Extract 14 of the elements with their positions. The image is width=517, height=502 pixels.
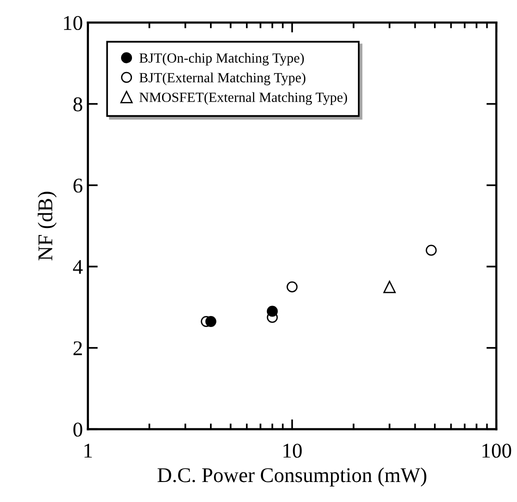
y-tick-label: 0 [73, 422, 82, 437]
y-tick-label: 6 [74, 178, 82, 193]
legend-label: BJT(External Matching Type) [139, 72, 306, 86]
x-tick-label: 10 [284, 444, 302, 458]
y-tick-label: 4 [73, 260, 83, 274]
x-axis-title: D.C. Power Consumption (mW) [158, 468, 426, 486]
legend-label: BJT(On-chip Matching Type) [139, 52, 304, 66]
y-tick-label: 2 [74, 341, 82, 356]
y-tick-label: 8 [73, 97, 82, 112]
x-tick-label: 1 [84, 444, 92, 458]
x-tick-label: 100 [482, 444, 512, 458]
y-axis-title: NF (dB) [38, 192, 57, 260]
y-tick-label: 10 [64, 16, 82, 30]
legend-label: NMOSFET(External Matching Type) [139, 92, 348, 105]
